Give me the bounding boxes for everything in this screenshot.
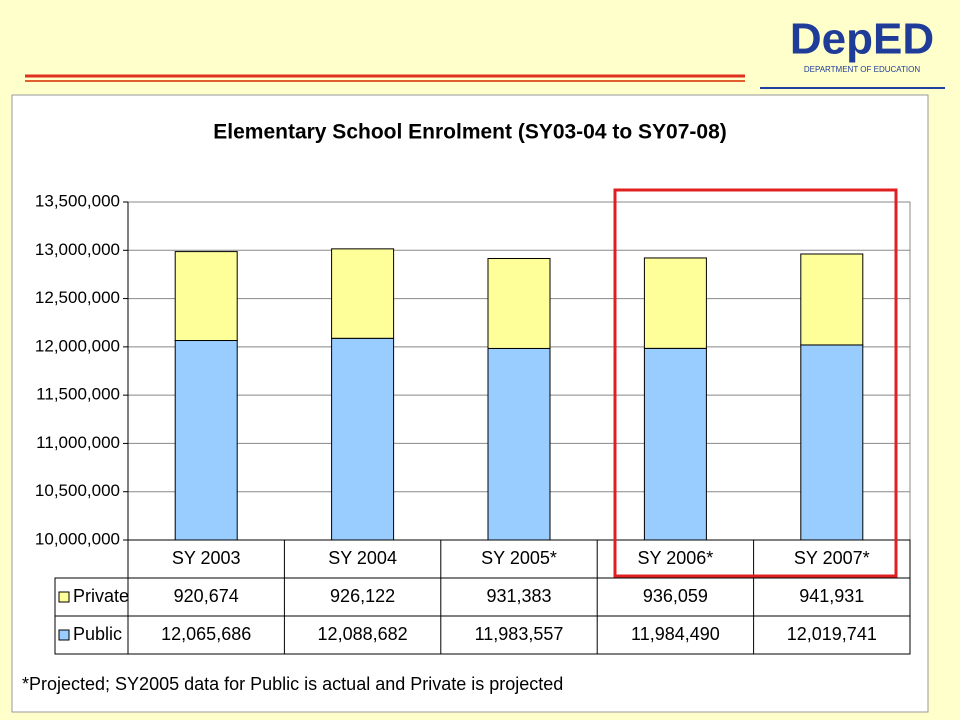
legend-label: Public [73,624,122,644]
y-tick-label: 11,000,000 [36,433,120,452]
legend-swatch [58,629,70,641]
data-label: 931,383 [486,586,551,606]
bar-segment [487,258,551,349]
logo: DepED [790,15,934,64]
bar-segment [800,344,864,541]
bar-segment [800,253,864,346]
data-label: 12,088,682 [318,624,408,644]
data-label: 11,984,490 [631,624,720,644]
x-tick-label: SY 2004 [328,548,397,568]
bar-segment [174,251,238,342]
x-tick-label: SY 2006* [638,548,714,568]
y-tick-label: 11,500,000 [36,385,120,404]
data-label: 936,059 [643,586,708,606]
logo-subtitle: DEPARTMENT OF EDUCATION [804,65,921,74]
legend-label: Private [73,586,129,606]
legend-swatch [58,591,70,603]
y-tick-label: 13,500,000 [35,191,120,210]
y-tick-label: 12,500,000 [35,288,120,307]
data-label: 12,019,741 [787,624,877,644]
x-tick-label: SY 2005* [481,548,557,568]
data-label: 941,931 [799,586,864,606]
y-tick-label: 10,000,000 [35,529,120,548]
bar-segment [331,248,395,339]
bar-segment [331,337,395,541]
bar-segment [174,340,238,541]
highlight-box [613,188,898,578]
bar-segment [487,347,551,541]
bar-segment [643,257,707,349]
chart-title: Elementary School Enrolment (SY03-04 to … [213,121,727,144]
data-label: 926,122 [330,586,395,606]
x-tick-label: SY 2007* [794,548,870,568]
x-tick-label: SY 2003 [172,548,241,568]
data-label: 920,674 [174,586,239,606]
table-frame [127,539,911,579]
footnote: *Projected; SY2005 data for Public is ac… [22,674,563,694]
bar-segment [643,347,707,541]
data-label: 12,065,686 [161,624,251,644]
y-tick-label: 12,000,000 [35,336,120,355]
y-tick-label: 10,500,000 [35,481,120,500]
data-label: 11,983,557 [475,624,564,644]
y-tick-label: 13,000,000 [35,240,120,259]
